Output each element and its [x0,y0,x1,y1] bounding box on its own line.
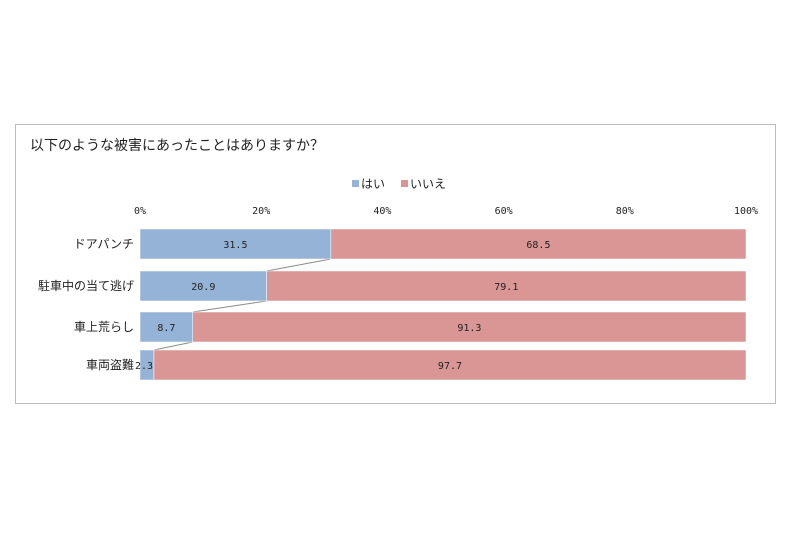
bar-segment [139,228,332,260]
x-tick-label: 20% [252,206,270,217]
legend-swatch-2 [401,180,408,187]
legend-label-1: はい [361,177,385,191]
category-label: 駐車中の当て逃げ [38,278,134,293]
data-label: 20.9 [191,282,215,293]
bar-segment [139,270,267,302]
x-tick-label: 40% [373,206,391,217]
data-label: 8.7 [157,323,175,334]
x-tick-label: 0% [134,206,146,217]
bar-segment [266,270,747,302]
bars: 31.5 68.5 20.9 79.1 8.7 91.3 2.3 97.7 [135,228,747,381]
data-label: 31.5 [223,240,247,251]
bar-segment [153,349,747,381]
bar-segment [330,228,747,260]
bar-segment [192,311,747,343]
data-label: 91.3 [457,323,481,334]
data-label: 97.7 [438,361,462,372]
series-line [266,258,331,272]
category-label: 車上荒らし [74,320,134,334]
series-line [153,341,193,351]
legend-swatch-1 [352,180,359,187]
category-label: ドアパンチ [74,237,134,251]
bar-segment [139,311,193,343]
legend-label-2: いいえ [410,177,446,191]
category-label: 車両盗難 [86,357,134,372]
data-label: 2.3 [135,361,153,372]
x-tick-label: 80% [616,206,634,217]
chart-legend: はい いいえ [352,177,446,191]
x-tick-label: 100% [734,206,758,217]
series-line [192,300,267,313]
chart-title: 以下のような被害にあったことはありますか？ [30,138,324,154]
data-label: 68.5 [526,240,550,251]
data-label: 79.1 [494,282,518,293]
x-axis-ticks: 0% 20% 40% 60% 80% 100% [134,206,758,217]
series-lines [153,258,331,351]
x-tick-label: 60% [495,206,513,217]
